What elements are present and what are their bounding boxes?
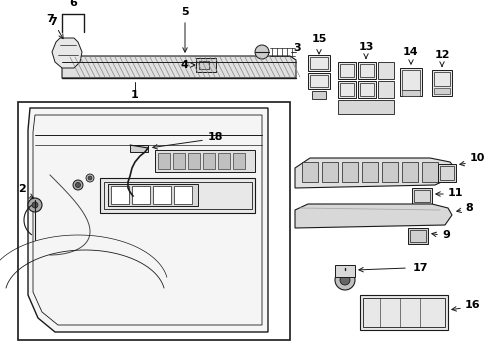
Bar: [111, 186, 129, 204]
Circle shape: [61, 43, 75, 57]
Circle shape: [254, 45, 268, 59]
Bar: [203, 153, 215, 169]
Bar: [334, 265, 354, 277]
Polygon shape: [28, 108, 267, 332]
Bar: [433, 72, 449, 86]
Circle shape: [339, 275, 349, 285]
Circle shape: [75, 183, 81, 188]
Bar: [339, 83, 353, 96]
Bar: [232, 153, 244, 169]
Bar: [196, 58, 216, 72]
Bar: [309, 57, 327, 69]
Bar: [158, 153, 170, 169]
Bar: [18, 102, 289, 340]
Bar: [359, 64, 373, 77]
Bar: [362, 298, 444, 327]
Bar: [357, 62, 375, 79]
Circle shape: [86, 174, 94, 182]
Text: 7: 7: [46, 14, 54, 24]
Bar: [377, 81, 393, 98]
Bar: [421, 162, 437, 182]
Bar: [401, 162, 417, 182]
Bar: [339, 64, 353, 77]
Text: 8: 8: [464, 203, 472, 213]
Bar: [187, 153, 200, 169]
Bar: [401, 90, 419, 96]
Text: 18: 18: [207, 132, 223, 142]
Text: 14: 14: [403, 47, 418, 57]
Bar: [377, 62, 393, 79]
Polygon shape: [294, 158, 454, 188]
Circle shape: [65, 47, 71, 53]
Bar: [337, 100, 393, 114]
Bar: [381, 162, 397, 182]
Bar: [439, 166, 453, 180]
Text: 12: 12: [433, 50, 449, 60]
Circle shape: [28, 198, 42, 212]
Text: 15: 15: [311, 34, 326, 44]
Bar: [218, 153, 229, 169]
Bar: [307, 55, 329, 71]
Bar: [321, 162, 337, 182]
Bar: [361, 162, 377, 182]
Text: 2: 2: [18, 184, 26, 194]
Polygon shape: [62, 56, 295, 78]
Text: 9: 9: [441, 230, 449, 240]
Text: 4: 4: [180, 60, 187, 70]
Bar: [413, 190, 429, 202]
Circle shape: [334, 270, 354, 290]
Text: 17: 17: [412, 263, 427, 273]
Bar: [199, 61, 208, 69]
Text: 13: 13: [358, 42, 373, 52]
Circle shape: [32, 202, 38, 208]
Circle shape: [88, 176, 92, 180]
Bar: [130, 145, 148, 152]
Bar: [309, 75, 327, 87]
Polygon shape: [52, 38, 82, 68]
Text: 5: 5: [181, 7, 188, 17]
Bar: [399, 68, 421, 96]
Bar: [302, 162, 317, 182]
Bar: [359, 83, 373, 96]
Circle shape: [73, 180, 83, 190]
Bar: [337, 81, 355, 98]
Bar: [431, 70, 451, 96]
Bar: [401, 70, 419, 90]
Text: 10: 10: [469, 153, 485, 163]
Bar: [153, 186, 171, 204]
Text: 6: 6: [69, 0, 77, 8]
Bar: [433, 88, 449, 94]
Text: 11: 11: [447, 188, 463, 198]
Bar: [108, 184, 198, 206]
Bar: [173, 153, 184, 169]
Bar: [337, 62, 355, 79]
Text: 16: 16: [464, 300, 480, 310]
Bar: [104, 182, 251, 209]
Bar: [341, 162, 357, 182]
Bar: [407, 228, 427, 244]
Bar: [174, 186, 192, 204]
Bar: [100, 178, 254, 213]
Text: 1: 1: [131, 90, 139, 100]
Bar: [409, 230, 425, 242]
Bar: [132, 186, 150, 204]
Bar: [411, 188, 431, 204]
Polygon shape: [294, 204, 451, 228]
Text: 3: 3: [292, 43, 300, 53]
Bar: [307, 73, 329, 89]
Text: 7: 7: [49, 17, 57, 27]
Bar: [311, 91, 325, 99]
Bar: [359, 295, 447, 330]
Bar: [437, 164, 455, 182]
Bar: [155, 150, 254, 172]
Bar: [357, 81, 375, 98]
